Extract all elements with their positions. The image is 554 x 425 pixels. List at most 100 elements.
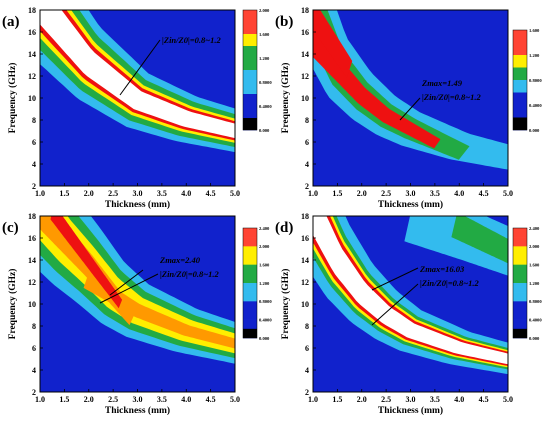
x-tick-label: 3.5 (157, 395, 167, 404)
y-tick-label: 6 (32, 344, 36, 353)
colorbar-segment (513, 55, 527, 68)
colorbar-segment (243, 70, 257, 83)
colorbar-frame (512, 29, 528, 131)
x-tick-label: 1.5 (59, 395, 69, 404)
colorbar-segment (513, 319, 527, 330)
colorbar-segment (513, 237, 527, 247)
y-tick-label: 10 (28, 300, 36, 309)
y-tick-label: 16 (301, 28, 309, 37)
colorbar-segment (243, 255, 257, 265)
x-tick-label: 3.0 (406, 189, 416, 198)
panel-label: (a) (2, 14, 20, 30)
x-tick-label: 2.5 (381, 395, 391, 404)
panel-d: 1.0 1.5 2.0 2.5 3.0 3.5 4.0 4.5 5.0 2 4 6 8 10 12 14 16 1… (275, 212, 542, 416)
x-tick-label: 3.5 (430, 395, 440, 404)
colorbar-tick-label: 2.000 (259, 8, 270, 13)
colorbar-segment (243, 228, 257, 238)
x-tick-label: 2.5 (108, 395, 118, 404)
colorbar-tick-label: 2.000 (259, 244, 270, 249)
colorbar-segment (513, 30, 527, 43)
x-tick-label: 4.5 (479, 395, 489, 404)
colorbar-segment (513, 42, 527, 56)
y-tick-label: 6 (305, 138, 309, 147)
colorbar-segment (513, 264, 527, 275)
colorbar-segment (243, 58, 257, 71)
colorbar-segment (513, 92, 527, 106)
colorbar-segment (513, 228, 527, 238)
y-tick-label: 2 (305, 388, 309, 397)
x-tick-label: 4.0 (454, 395, 464, 404)
x-tick-label: 2.5 (108, 189, 118, 198)
colorbar-segment (243, 46, 257, 59)
colorbar-tick-label: 0.8000 (259, 80, 272, 85)
colorbar-tick-label: 0.8000 (259, 299, 272, 304)
x-axis-label: Thickness (mm) (378, 405, 443, 416)
colorbar-segment (513, 117, 527, 130)
y-axis-label: Frequency (GHz) (7, 269, 18, 340)
contour-band->2.4 (313, 216, 508, 365)
colorbar-segment (243, 273, 257, 284)
y-tick-label: 2 (32, 388, 36, 397)
x-axis-label: Thickness (mm) (378, 199, 443, 210)
contour-band->2.0 (40, 10, 235, 139)
contour-band-1.6-2.0 (83, 271, 235, 349)
x-tick-label: 1.0 (35, 395, 45, 404)
x-tick-label: 5.0 (230, 395, 240, 404)
y-tick-label: 8 (305, 116, 309, 125)
panel-c: 1.0 1.5 2.0 2.5 3.0 3.5 4.0 4.5 5.0 2 4 6 8 10 12 14 16 1… (2, 212, 272, 416)
contour-band-1.2-1.6 (40, 216, 235, 354)
y-tick-label: 16 (28, 234, 36, 243)
x-tick-label: 4.5 (479, 189, 489, 198)
y-tick-label: 8 (305, 322, 309, 331)
colorbar-segment (243, 310, 257, 320)
contour-band-0.8-1.2 (451, 216, 508, 264)
contour-band-2.0-2.4 (50, 216, 123, 309)
y-tick-label: 14 (28, 256, 36, 265)
y-tick-label: 2 (305, 182, 309, 191)
y-tick-label: 16 (28, 28, 36, 37)
annotation-arrow (109, 269, 144, 296)
colorbar-segment (243, 283, 257, 293)
x-tick-label: 4.5 (206, 395, 216, 404)
colorbar: 2.400 2.000 1.600 1.200 0.8000 0.4000 0.000 (242, 226, 272, 341)
annotation-arrow (119, 39, 161, 96)
y-axis-label: Frequency (GHz) (280, 63, 291, 134)
panel-a: 1.0 1.5 2.0 2.5 3.0 3.5 4.0 4.5 5.0 2 4 6 8 10 12 14 16 1… (2, 6, 272, 210)
colorbar: 2.000 1.600 1.200 0.8000 0.4000 0.000 (242, 8, 272, 133)
y-tick-label: 12 (28, 278, 36, 287)
y-tick-label: 8 (32, 116, 36, 125)
x-tick-label: 3.5 (430, 189, 440, 198)
colorbar-segment (513, 246, 527, 256)
colorbar-tick-label: 0.000 (529, 336, 540, 341)
colorbar-segment (243, 118, 257, 130)
x-tick-label: 4.5 (206, 189, 216, 198)
colorbar-segment (243, 237, 257, 247)
colorbar-segment (243, 94, 257, 107)
y-axis-label: Frequency (GHz) (7, 63, 18, 134)
colorbar-segment (243, 106, 257, 119)
colorbar-tick-label: 1.200 (259, 56, 270, 61)
colorbar-tick-label: 0.4000 (259, 317, 272, 322)
colorbar-segment (513, 301, 527, 311)
colorbar-tick-label: 1.200 (259, 281, 270, 286)
y-tick-label: 12 (301, 72, 309, 81)
colorbar: 1.600 1.200 0.8000 0.4000 0.000 (512, 28, 542, 133)
colorbar-tick-label: 1.600 (259, 262, 270, 267)
y-tick-label: 18 (28, 212, 36, 221)
y-tick-label: 14 (301, 50, 309, 59)
colorbar-frame (242, 9, 258, 131)
colorbar-tick-label: 2.400 (259, 226, 270, 231)
annotation-text: Zmax=2.40 (159, 255, 201, 265)
contour-band-1.2-1.6 (313, 27, 441, 149)
colorbar-segment (513, 67, 527, 81)
colorbar-tick-label: 2.000 (529, 244, 540, 249)
colorbar-segment (243, 328, 257, 338)
x-tick-label: 3.5 (157, 189, 167, 198)
x-tick-label: 1.5 (332, 395, 342, 404)
y-tick-label: 18 (301, 212, 309, 221)
colorbar-segment (243, 82, 257, 95)
y-tick-label: 14 (28, 50, 36, 59)
y-tick-label: 6 (32, 138, 36, 147)
colorbar-tick-label: 0.000 (259, 336, 270, 341)
